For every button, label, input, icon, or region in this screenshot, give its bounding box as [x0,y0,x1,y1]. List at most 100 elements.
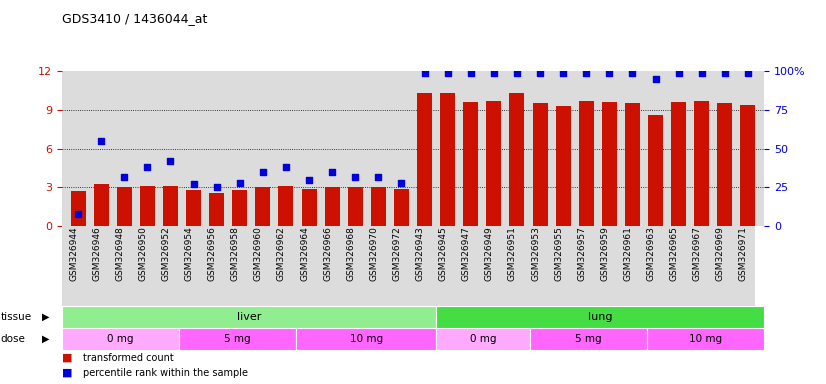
Point [741,70,754,76]
Text: GSM326949: GSM326949 [485,226,494,281]
Text: GSM326955: GSM326955 [554,226,563,281]
Text: GSM326951: GSM326951 [508,226,517,281]
Text: 10 mg: 10 mg [349,334,382,344]
Point [349,174,362,180]
Point [603,70,616,76]
Bar [348,187,363,226]
Point [187,181,200,187]
Text: GSM326971: GSM326971 [739,226,748,281]
Point [672,70,686,76]
Bar [436,306,764,328]
Point [233,180,246,186]
Point [557,70,570,76]
Text: GSM326959: GSM326959 [601,226,610,281]
Point [695,70,709,76]
Text: GSM326963: GSM326963 [647,226,656,281]
Bar [533,103,548,226]
Bar [255,187,270,226]
Bar [671,101,686,226]
Text: GSM326945: GSM326945 [439,226,448,281]
Bar [278,186,293,226]
Bar [602,101,617,226]
Bar [179,328,296,350]
Text: 5 mg: 5 mg [575,334,602,344]
Text: GSM326944: GSM326944 [69,226,78,281]
Point [418,70,431,76]
Text: ▶: ▶ [42,312,50,322]
Text: ■: ■ [62,367,73,377]
Text: 10 mg: 10 mg [689,334,722,344]
Text: dose: dose [1,334,26,344]
Text: GSM326952: GSM326952 [162,226,170,281]
Point [441,70,454,76]
Text: GSM326953: GSM326953 [531,226,540,281]
Text: transformed count: transformed count [83,353,173,362]
Bar [487,101,501,226]
Point [372,174,385,180]
Bar [232,190,247,226]
Point [395,180,408,186]
Bar [70,191,86,226]
Bar [296,328,436,350]
Text: GSM326948: GSM326948 [116,226,124,281]
Bar [436,328,530,350]
Text: GSM326956: GSM326956 [207,226,216,281]
Bar [647,328,764,350]
Point [649,76,662,82]
Text: GDS3410 / 1436044_at: GDS3410 / 1436044_at [62,12,207,25]
Bar [440,93,455,226]
Text: tissue: tissue [1,312,32,322]
Bar [186,190,201,226]
Point [117,174,131,180]
Point [626,70,639,76]
Text: lung: lung [588,312,612,322]
Text: GSM326943: GSM326943 [415,226,425,281]
Text: GSM326946: GSM326946 [93,226,102,281]
Point [510,70,524,76]
Bar [140,186,155,226]
Bar [209,193,224,226]
Text: GSM326972: GSM326972 [392,226,401,281]
Bar [62,306,436,328]
Text: GSM326969: GSM326969 [716,226,724,281]
Point [487,70,501,76]
Bar [510,93,525,226]
Text: ■: ■ [62,353,73,362]
Bar [163,186,178,226]
Point [464,70,477,76]
Bar [325,187,339,226]
Point [534,70,547,76]
Text: GSM326966: GSM326966 [323,226,332,281]
Point [95,138,108,144]
Bar [740,105,756,226]
Text: ▶: ▶ [42,334,50,344]
Bar [116,187,132,226]
Text: GSM326954: GSM326954 [184,226,193,281]
Text: GSM326967: GSM326967 [693,226,702,281]
FancyBboxPatch shape [62,226,755,306]
Bar [579,101,594,226]
Point [302,177,316,183]
Point [279,164,292,170]
Bar [301,189,316,226]
Point [72,211,85,217]
Bar [717,103,733,226]
Text: GSM326950: GSM326950 [139,226,147,281]
Bar [62,328,179,350]
Point [718,70,731,76]
Bar [530,328,647,350]
Text: 0 mg: 0 mg [107,334,134,344]
Text: GSM326968: GSM326968 [346,226,355,281]
Bar [556,106,571,226]
Bar [417,93,432,226]
Point [325,169,339,175]
Text: GSM326958: GSM326958 [230,226,240,281]
Point [580,70,593,76]
Text: GSM326964: GSM326964 [300,226,309,281]
Text: 5 mg: 5 mg [224,334,251,344]
Bar [625,103,640,226]
Bar [394,189,409,226]
Text: GSM326961: GSM326961 [624,226,633,281]
Text: GSM326962: GSM326962 [277,226,286,281]
Point [210,184,223,190]
